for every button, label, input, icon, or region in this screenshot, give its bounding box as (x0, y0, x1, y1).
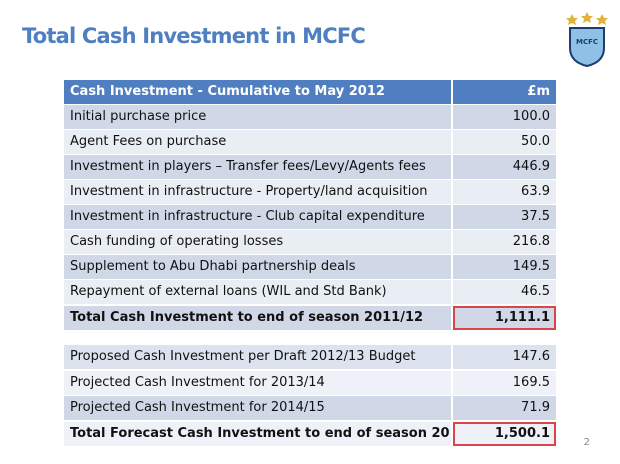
row-label: Investment in players – Transfer fees/Le… (64, 155, 451, 179)
slide-title: Total Cash Investment in MCFC (22, 24, 366, 48)
row-label: Proposed Cash Investment per Draft 2012/… (64, 345, 451, 369)
row-label: Investment in infrastructure - Club capi… (64, 205, 451, 229)
row-label: Repayment of external loans (WIL and Std… (64, 280, 451, 304)
row-value: 216.8 (453, 230, 556, 254)
table-row: Cash funding of operating losses 216.8 (64, 230, 556, 254)
row-label: Projected Cash Investment for 2013/14 (64, 370, 451, 395)
row-value: 100.0 (453, 105, 556, 129)
club-badge: MCFC (566, 12, 608, 68)
row-value: 1,111.1 (453, 306, 556, 330)
row-label: Agent Fees on purchase (64, 130, 451, 154)
row-value: £m (453, 80, 556, 104)
row-label: Supplement to Abu Dhabi partnership deal… (64, 255, 451, 279)
table-row: Investment in infrastructure - Property/… (64, 180, 556, 204)
table-row: Investment in infrastructure - Club capi… (64, 205, 556, 229)
row-value: 46.5 (453, 280, 556, 304)
badge-text: MCFC (576, 38, 598, 46)
row-value: 63.9 (453, 180, 556, 204)
table-row: Repayment of external loans (WIL and Std… (64, 280, 556, 304)
row-label: Cash funding of operating losses (64, 230, 451, 254)
row-label: Total Cash Investment to end of season 2… (64, 306, 451, 330)
row-value: 37.5 (453, 205, 556, 229)
table-row: Supplement to Abu Dhabi partnership deal… (64, 255, 556, 279)
table-row: Total Cash Investment to end of season 2… (64, 306, 556, 330)
table-row: Projected Cash Investment for 2014/15 71.… (64, 396, 556, 420)
row-label: Projected Cash Investment for 2014/15 (64, 396, 451, 420)
row-value: 149.5 (453, 255, 556, 279)
table-row: Cash Investment - Cumulative to May 2012… (64, 80, 556, 104)
row-label: Cash Investment - Cumulative to May 2012 (64, 80, 451, 104)
page-number: 2 (583, 437, 590, 448)
row-value: 1,500.1 (453, 421, 556, 446)
row-value: 71.9 (453, 396, 556, 420)
row-value: 50.0 (453, 130, 556, 154)
table-row: Agent Fees on purchase 50.0 (64, 130, 556, 154)
row-value: 147.6 (453, 345, 556, 369)
table-row: Total Forecast Cash Investment to end of… (64, 421, 556, 446)
row-label: Total Forecast Cash Investment to end of… (64, 421, 451, 446)
row-value: 446.9 (453, 155, 556, 179)
table-row: Projected Cash Investment for 2013/14 169… (64, 370, 556, 395)
row-label: Investment in infrastructure - Property/… (64, 180, 451, 204)
row-label: Initial purchase price (64, 105, 451, 129)
table-row: Investment in players – Transfer fees/Le… (64, 155, 556, 179)
table-row: Initial purchase price 100.0 (64, 105, 556, 129)
table-row: Proposed Cash Investment per Draft 2012/… (64, 345, 556, 369)
row-value: 169.5 (453, 370, 556, 395)
